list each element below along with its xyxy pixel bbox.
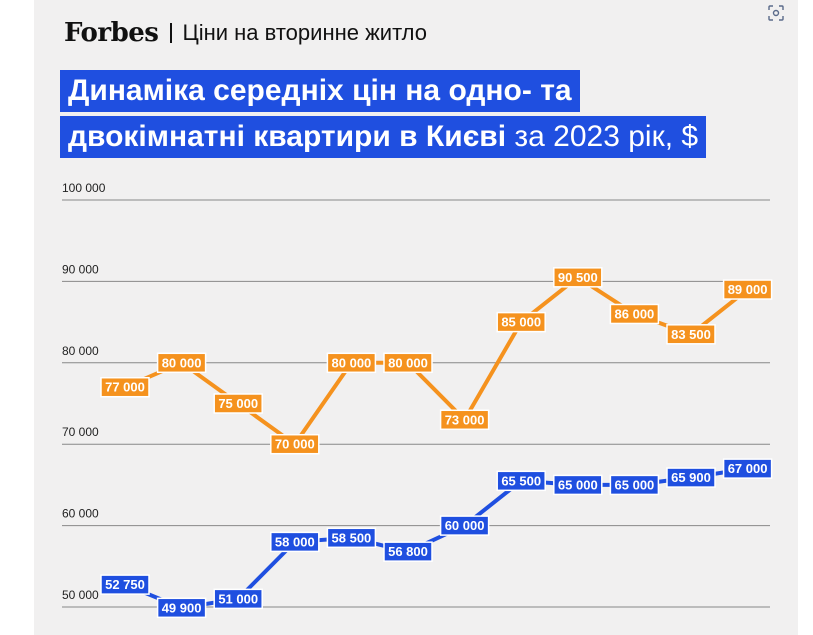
title-line-1-text: Динаміка середніх цін на одно- та [68,74,572,107]
data-label-box [213,588,263,610]
y-tick-label: 80 000 [62,344,99,358]
data-label-box [156,597,207,619]
chart-title-line-2: двокімнатні квартири в Києві за 2023 рік… [60,116,707,158]
data-label: 51 000 [218,591,258,606]
data-label: 75 000 [218,396,258,411]
data-label-box [496,311,546,333]
data-label: 56 800 [388,544,428,559]
data-label: 67 000 [728,461,768,476]
data-label: 80 000 [332,355,372,370]
data-label-box [666,324,716,345]
data-label-box [326,352,377,374]
data-label-box [722,458,773,479]
data-label: 70 000 [275,437,315,452]
data-label-box [100,376,150,398]
focus-scan-icon[interactable] [756,0,796,26]
data-label-box [439,515,490,536]
data-label: 77 000 [105,380,145,395]
data-label-box [326,527,377,549]
header-divider [170,23,173,43]
data-label-box [383,352,433,374]
data-label: 65 000 [558,477,598,492]
data-label-box [666,467,716,488]
data-label-box [383,541,433,562]
data-label: 58 000 [275,534,315,549]
data-label: 49 900 [162,600,202,615]
data-label-box [553,267,603,288]
data-label: 52 750 [105,577,145,592]
y-tick-label: 50 000 [62,588,99,602]
y-tick-label: 90 000 [62,262,99,276]
data-label: 65 900 [671,470,711,485]
chart-title-line-1: Динаміка середніх цін на одно- та [60,70,580,112]
data-label-box [270,433,320,455]
data-label: 80 000 [388,355,428,370]
header: Forbes Ціни на вторинне житло [64,16,427,50]
y-tick-label: 60 000 [62,507,99,521]
section-title: Ціни на вторинне житло [182,20,428,45]
title-line-2-bold: двокімнатні квартири в Києві [68,120,507,153]
data-label: 89 000 [728,282,768,297]
data-label: 85 000 [501,315,541,330]
data-label-box [496,470,546,492]
data-label: 86 000 [615,306,655,321]
data-label-box [553,474,603,496]
data-label: 65 000 [615,477,655,492]
y-tick-label: 100 000 [62,181,106,195]
data-label-box [609,303,660,325]
data-label-box [156,352,207,374]
data-label-box [213,393,263,414]
data-label-box [100,574,150,595]
data-label: 90 500 [558,270,598,285]
y-tick-label: 70 000 [62,425,99,439]
data-label: 73 000 [445,412,485,427]
data-label: 60 000 [445,518,485,533]
data-label: 83 500 [671,327,711,342]
forbes-logo: Forbes [64,18,159,48]
data-label-box [270,531,320,553]
data-label-box [722,279,773,300]
title-line-2-light: за 2023 рік, $ [506,120,699,153]
data-label-box [609,474,660,496]
data-label-box [439,409,490,431]
data-label: 80 000 [162,355,202,370]
data-label: 65 500 [501,473,541,488]
series-line-0 [124,275,749,447]
data-label: 58 500 [332,530,372,545]
